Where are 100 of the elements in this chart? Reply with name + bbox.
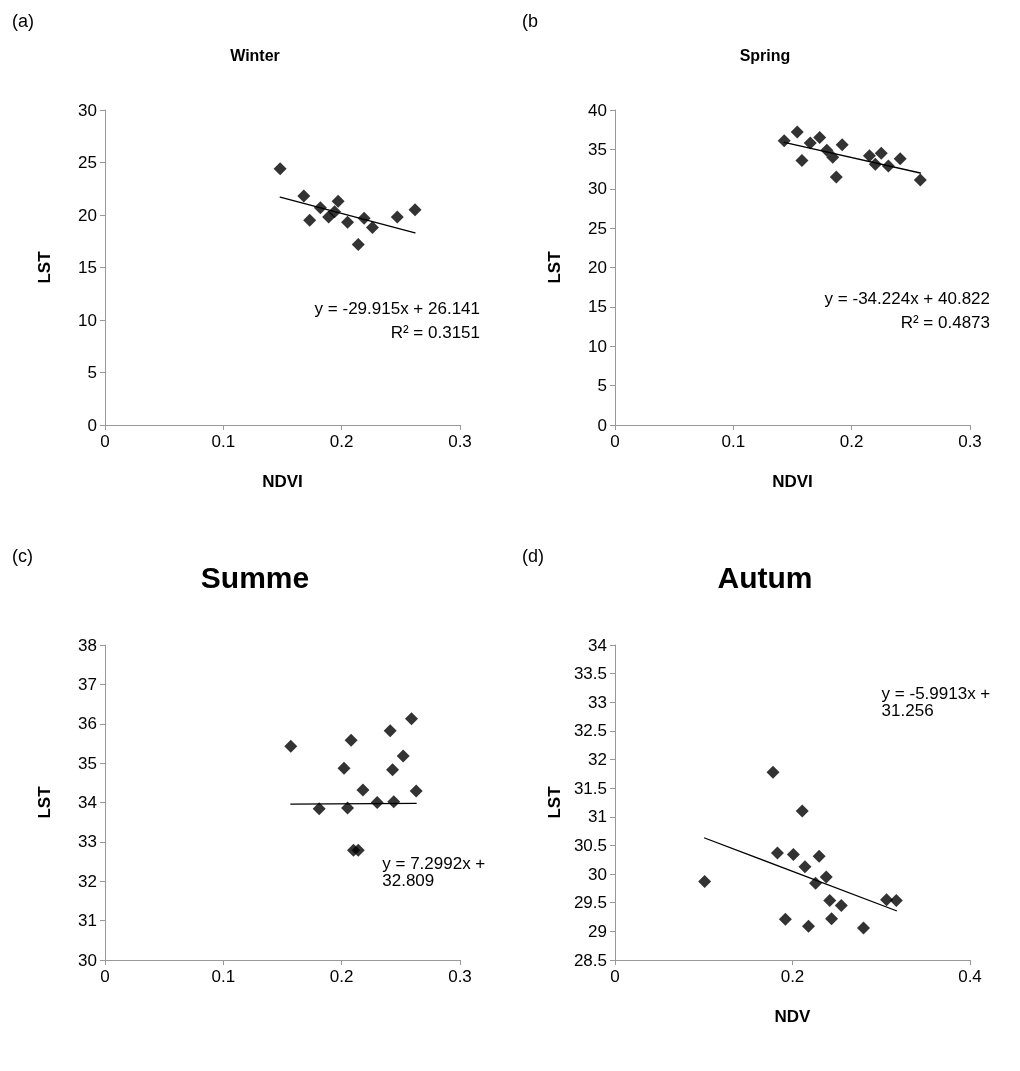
point [798,860,812,874]
y-tick-label: 33.5 [573,664,607,684]
point [823,893,837,907]
y-tick-label: 5 [87,363,97,382]
chart-title: Spring [739,46,791,64]
y-tick-label: 15 [588,297,607,317]
x-tick-label: 0 [610,432,620,451]
point [889,893,903,907]
y-tick-label: 31 [588,807,607,827]
annotation: R² = 0.4873 [900,313,990,332]
chart-title: Winter [230,46,280,64]
x-axis-title: NDVI [262,472,303,491]
point [857,921,870,935]
y-tick-label: 31 [78,911,97,931]
annotation: y = -34.224x + 40.822 [824,289,990,308]
y-tick-label: 20 [588,258,607,277]
x-tick-label: 0.3 [958,432,982,451]
point [835,138,849,152]
point [893,152,907,166]
y-tick-label: 34 [78,793,97,812]
point [344,733,358,747]
y-tick-label: 30 [78,950,97,970]
y-tick-label: 15 [78,258,97,277]
y-tick-label: 30.5 [573,835,607,855]
y-tick-label: 10 [588,336,607,356]
point [404,712,418,726]
x-axis-title: NDVI [772,472,813,491]
y-tick-label: 5 [597,376,607,396]
text: (c) [12,546,33,566]
point [795,153,809,167]
point [801,919,815,933]
y-tick-label: 30 [588,179,607,199]
point [383,724,397,738]
annotation: y = 7.2992x + 32.809 [382,854,491,890]
text: (d) [522,546,544,566]
point [409,784,423,798]
point [365,221,379,235]
point [356,783,370,797]
text: (a) [12,11,34,31]
point [819,870,833,884]
point [284,739,298,753]
y-tick-label: 20 [78,205,97,225]
x-tick-label: 0 [610,967,620,986]
point [341,801,355,815]
point [337,761,351,775]
chart-title: Summe [200,560,310,594]
point [790,125,804,139]
point [341,215,355,229]
point [778,912,792,926]
annotation: y = -5.9913x + 31.256 [881,684,995,720]
point [803,136,817,150]
point [825,912,839,926]
x-tick-label: 0.2 [329,432,354,451]
point [813,131,827,145]
x-tick-label: 0.2 [780,967,805,986]
y-tick-label: 10 [78,310,97,330]
point [351,843,365,857]
x-tick-label: 0.4 [958,967,982,986]
x-tick-label: 0.1 [211,967,236,986]
y-tick-label: 30 [78,100,97,120]
x-tick-label: 0.3 [448,432,472,451]
annotation: y = -29.915x + 26.141 [314,299,480,318]
point [770,846,784,860]
x-tick-label: 0.1 [721,432,746,451]
y-tick-label: 28.5 [573,950,607,970]
point [913,173,927,187]
y-axis-title: LST [35,250,54,284]
point [829,170,843,184]
point [766,765,780,779]
y-tick-label: 32 [588,750,607,770]
y-tick-label: 29 [588,921,607,941]
y-tick-label: 32.5 [573,721,607,741]
point [312,802,326,816]
y-tick-label: 29.5 [573,893,607,913]
point [795,804,809,818]
chart-title: Autum [717,560,813,594]
y-tick-label: 0 [87,415,97,435]
x-tick-label: 0.3 [448,967,472,986]
point [812,849,826,863]
y-tick-label: 31.5 [573,778,607,798]
y-tick-label: 36 [78,714,97,734]
x-tick-label: 0 [100,967,110,986]
point [331,194,345,208]
point [874,146,888,160]
y-axis-title: LST [545,785,564,819]
point [386,763,400,777]
point [408,203,422,217]
y-tick-label: 40 [588,100,607,120]
x-tick-label: 0 [100,432,110,451]
y-tick-label: 30 [588,864,607,884]
annotation: R² = 0.3151 [390,323,480,342]
point [786,848,800,862]
x-tick-label: 0.2 [329,967,354,986]
point [390,210,404,224]
y-tick-label: 33 [78,832,97,852]
y-tick-label: 32 [78,871,97,891]
y-tick-label: 35 [78,753,97,773]
y-tick-label: 0 [597,415,607,435]
y-tick-label: 37 [78,674,97,694]
y-tick-label: 35 [588,139,607,159]
